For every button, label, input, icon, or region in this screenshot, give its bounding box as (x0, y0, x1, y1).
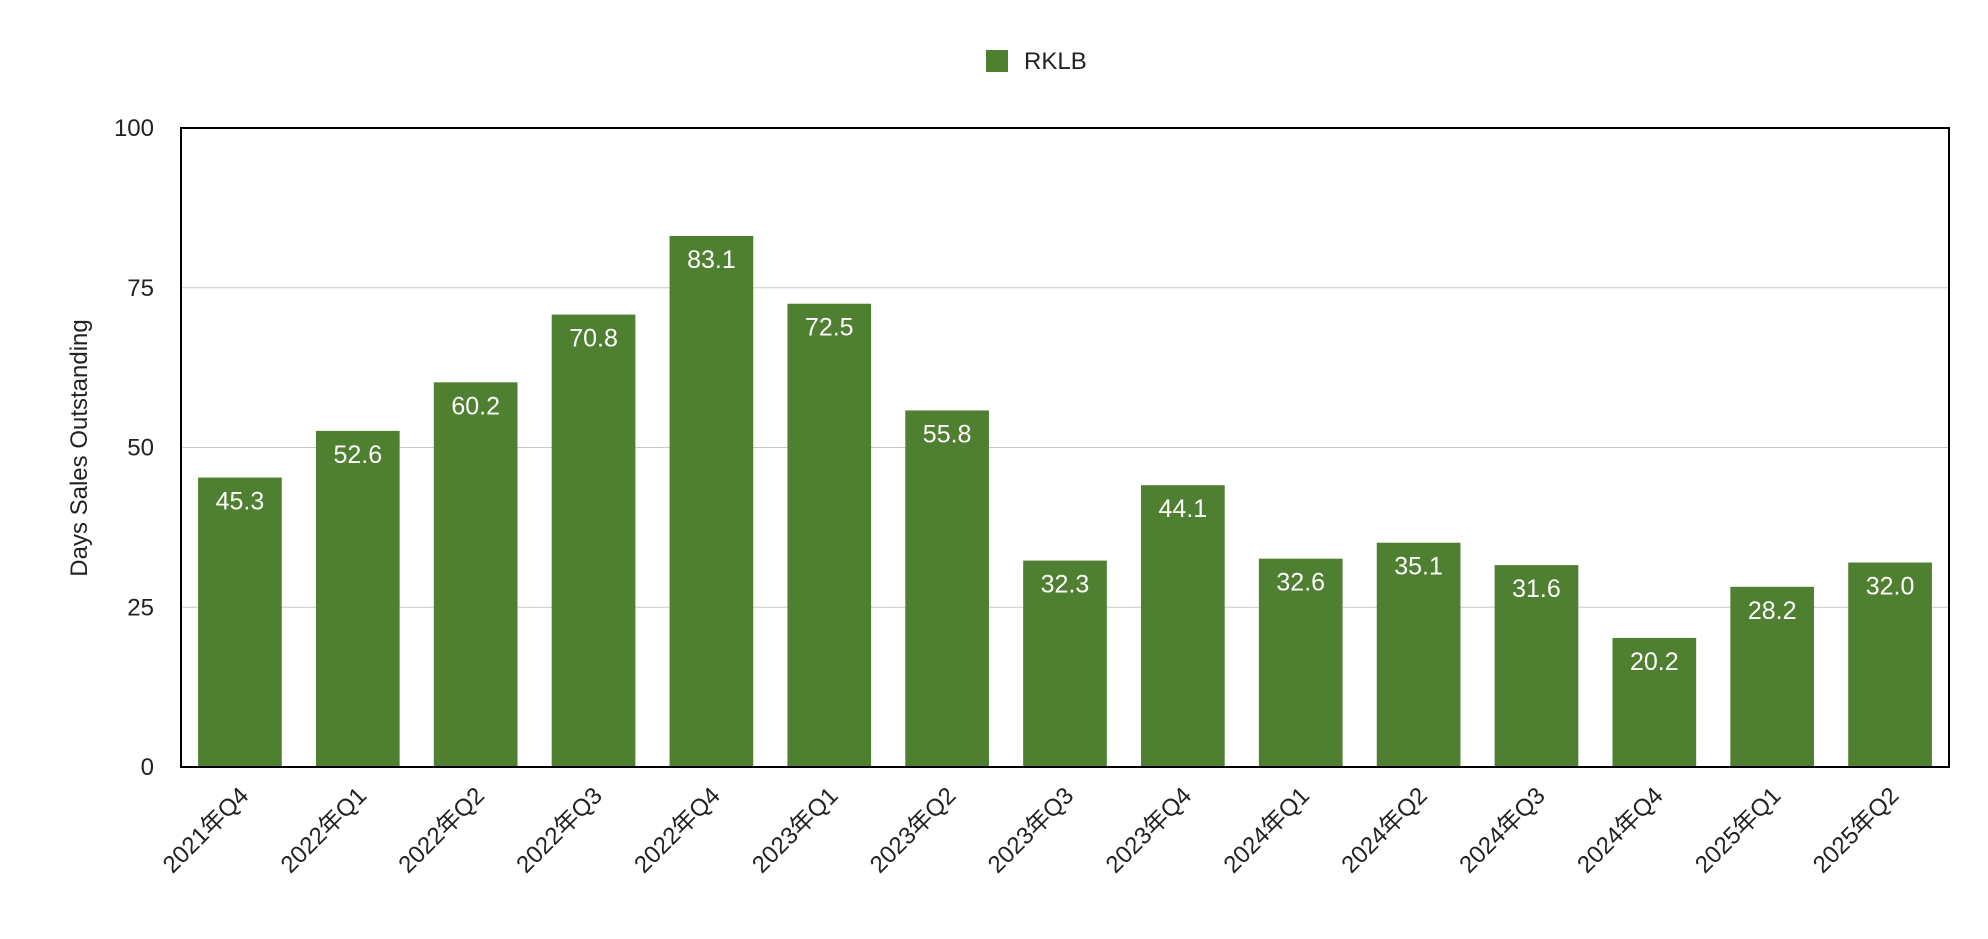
y-axis-ticks: 0 25 50 75 100 (114, 115, 154, 781)
x-tick-label: 2022年Q1 (276, 782, 372, 878)
bar (1376, 542, 1461, 767)
bar-value-label: 20.2 (1630, 648, 1679, 676)
legend: RKLB (986, 48, 1087, 75)
bar-value-label: 45.3 (216, 488, 265, 516)
bar-value-label: 70.8 (569, 325, 618, 353)
bar (198, 477, 282, 767)
bar-value-label: 52.6 (333, 441, 382, 469)
plot-frame (180, 127, 1950, 768)
bar-value-label: 35.1 (1394, 553, 1443, 581)
bar-value-label: 32.6 (1276, 569, 1325, 597)
x-tick-label: 2024年Q3 (1454, 782, 1550, 878)
x-tick-label: 2024年Q1 (1219, 782, 1315, 878)
bar (905, 410, 989, 767)
x-tick-label: 2022年Q2 (393, 782, 489, 878)
x-tick-label: 2021年Q4 (158, 782, 254, 878)
bar-value-label: 28.2 (1748, 597, 1797, 625)
x-tick-label: 2023年Q4 (1101, 782, 1197, 878)
bar-value-label: 32.0 (1866, 573, 1915, 601)
bar-value-label: 44.1 (1159, 495, 1208, 523)
bar (787, 303, 872, 767)
legend-label: RKLB (1024, 48, 1087, 75)
y-tick-label: 50 (127, 435, 154, 462)
bar-value-label: 60.2 (451, 392, 500, 420)
x-axis-ticks: 2021年Q4 2022年Q1 2022年Q2 2022年Q3 2022年Q4 2023年… (158, 782, 1905, 878)
bar (1730, 586, 1815, 767)
x-tick-label: 2023年Q3 (983, 782, 1079, 878)
bar (433, 382, 518, 767)
bar-value-label: 31.6 (1512, 575, 1561, 603)
x-tick-label: 2022年Q3 (511, 782, 607, 878)
bar (669, 235, 754, 768)
legend-swatch (986, 50, 1008, 72)
bar (315, 430, 400, 767)
bar (1141, 485, 1225, 767)
bar (1023, 560, 1107, 767)
bar (551, 314, 636, 767)
x-tick-label: 2024年Q2 (1336, 782, 1432, 878)
x-tick-label: 2025年Q1 (1690, 782, 1786, 878)
bar (1612, 637, 1697, 767)
x-tick-label: 2025年Q2 (1808, 782, 1904, 878)
y-tick-label: 75 (127, 275, 154, 302)
bar (1494, 565, 1579, 767)
bar (1258, 558, 1343, 767)
x-tick-label: 2024年Q4 (1572, 782, 1668, 878)
x-tick-label: 2023年Q1 (747, 782, 843, 878)
y-axis-label: Days Sales Outstanding (66, 319, 93, 576)
x-tick-label: 2022年Q4 (629, 782, 725, 878)
x-tick-label: 2023年Q2 (865, 782, 961, 878)
bar (1848, 562, 1932, 767)
bar-value-label: 72.5 (805, 314, 854, 342)
bars (198, 235, 1932, 768)
y-tick-label: 100 (114, 115, 154, 142)
bar-value-label: 83.1 (687, 246, 736, 274)
bar-value-label: 32.3 (1041, 571, 1090, 599)
y-tick-label: 0 (141, 754, 154, 781)
bar-labels: 45.3 52.6 60.2 70.8 83.1 72.5 55.8 32.3 44.1 32.6… (216, 246, 1915, 676)
y-tick-label: 25 (127, 594, 154, 621)
bar-value-label: 55.8 (923, 420, 972, 448)
